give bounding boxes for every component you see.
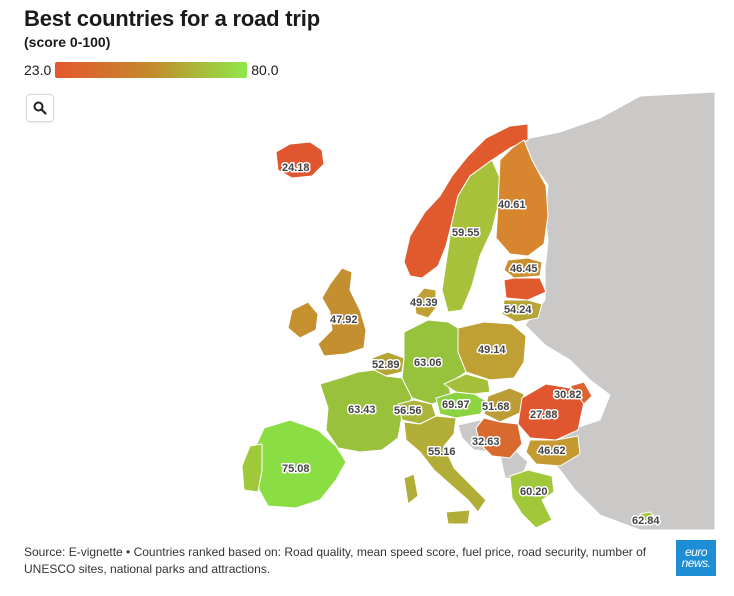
label-iceland: 24.18 — [282, 162, 310, 174]
country-sicily[interactable] — [445, 509, 471, 525]
label-finland: 40.61 — [498, 199, 526, 211]
country-serbia[interactable] — [475, 417, 523, 459]
label-france: 63.43 — [348, 404, 376, 416]
chart-subtitle: (score 0-100) — [24, 34, 111, 50]
logo-text-bottom: news. — [681, 556, 711, 570]
search-button[interactable] — [26, 94, 54, 122]
country-italy[interactable] — [403, 415, 487, 513]
legend-min-label: 23.0 — [24, 62, 52, 78]
country-denmark[interactable] — [413, 287, 437, 319]
label-hungary: 51.68 — [482, 401, 510, 413]
country-bulgaria[interactable] — [525, 435, 581, 467]
country-sardinia[interactable] — [403, 473, 419, 505]
label-serbia: 32.63 — [472, 436, 500, 448]
label-cyprus: 62.84 — [632, 515, 660, 527]
chart-title: Best countries for a road trip — [24, 6, 320, 31]
country-portugal[interactable] — [241, 443, 263, 493]
label-estonia: 46.45 — [510, 263, 538, 275]
country-cyprus[interactable] — [639, 511, 657, 523]
label-denmark: 49.39 — [410, 297, 438, 309]
legend-gradient-bar — [55, 62, 248, 78]
label-moldova: 30.82 — [554, 389, 582, 401]
country-iceland[interactable] — [275, 141, 325, 179]
country-romania[interactable] — [517, 383, 585, 441]
country-moldova[interactable] — [569, 381, 593, 405]
country-greece[interactable] — [509, 469, 555, 529]
label-belgium: 52.89 — [372, 359, 400, 371]
label-romania: 27.88 — [530, 409, 558, 421]
label-italy: 55.16 — [428, 446, 456, 458]
country-lithuania[interactable] — [501, 299, 543, 323]
magnifier-icon — [33, 101, 47, 115]
legend-max-label: 80.0 — [251, 62, 279, 78]
label-spain: 75.08 — [282, 463, 310, 475]
label-lithuania: 54.24 — [504, 304, 532, 316]
country-latvia[interactable] — [503, 277, 547, 301]
non-scored-land — [519, 91, 716, 531]
country-sweden[interactable] — [441, 159, 501, 313]
country-finland[interactable] — [495, 139, 549, 257]
label-sweden: 59.55 — [452, 227, 480, 239]
label-uk: 47.92 — [330, 314, 358, 326]
country-ireland[interactable] — [287, 301, 319, 339]
country-uk[interactable] — [317, 267, 367, 357]
logo-text-top: euro — [684, 545, 708, 559]
label-greece: 60.20 — [520, 486, 548, 498]
color-legend: 23.0 80.0 — [24, 60, 279, 80]
label-poland: 49.14 — [478, 344, 506, 356]
label-switzerland: 56.56 — [394, 405, 422, 417]
label-bulgaria: 46.62 — [538, 445, 566, 457]
euronews-logo[interactable]: euro news. — [676, 540, 716, 576]
country-estonia[interactable] — [503, 257, 543, 279]
source-note: Source: E-vignette • Countries ranked ba… — [24, 545, 647, 576]
europe-map: 24.18 59.55 40.61 46.45 49.39 54.24 47.9… — [241, 91, 716, 531]
country-czechia[interactable] — [442, 373, 491, 395]
label-austria: 69.97 — [442, 399, 470, 411]
label-germany: 63.06 — [414, 357, 442, 369]
